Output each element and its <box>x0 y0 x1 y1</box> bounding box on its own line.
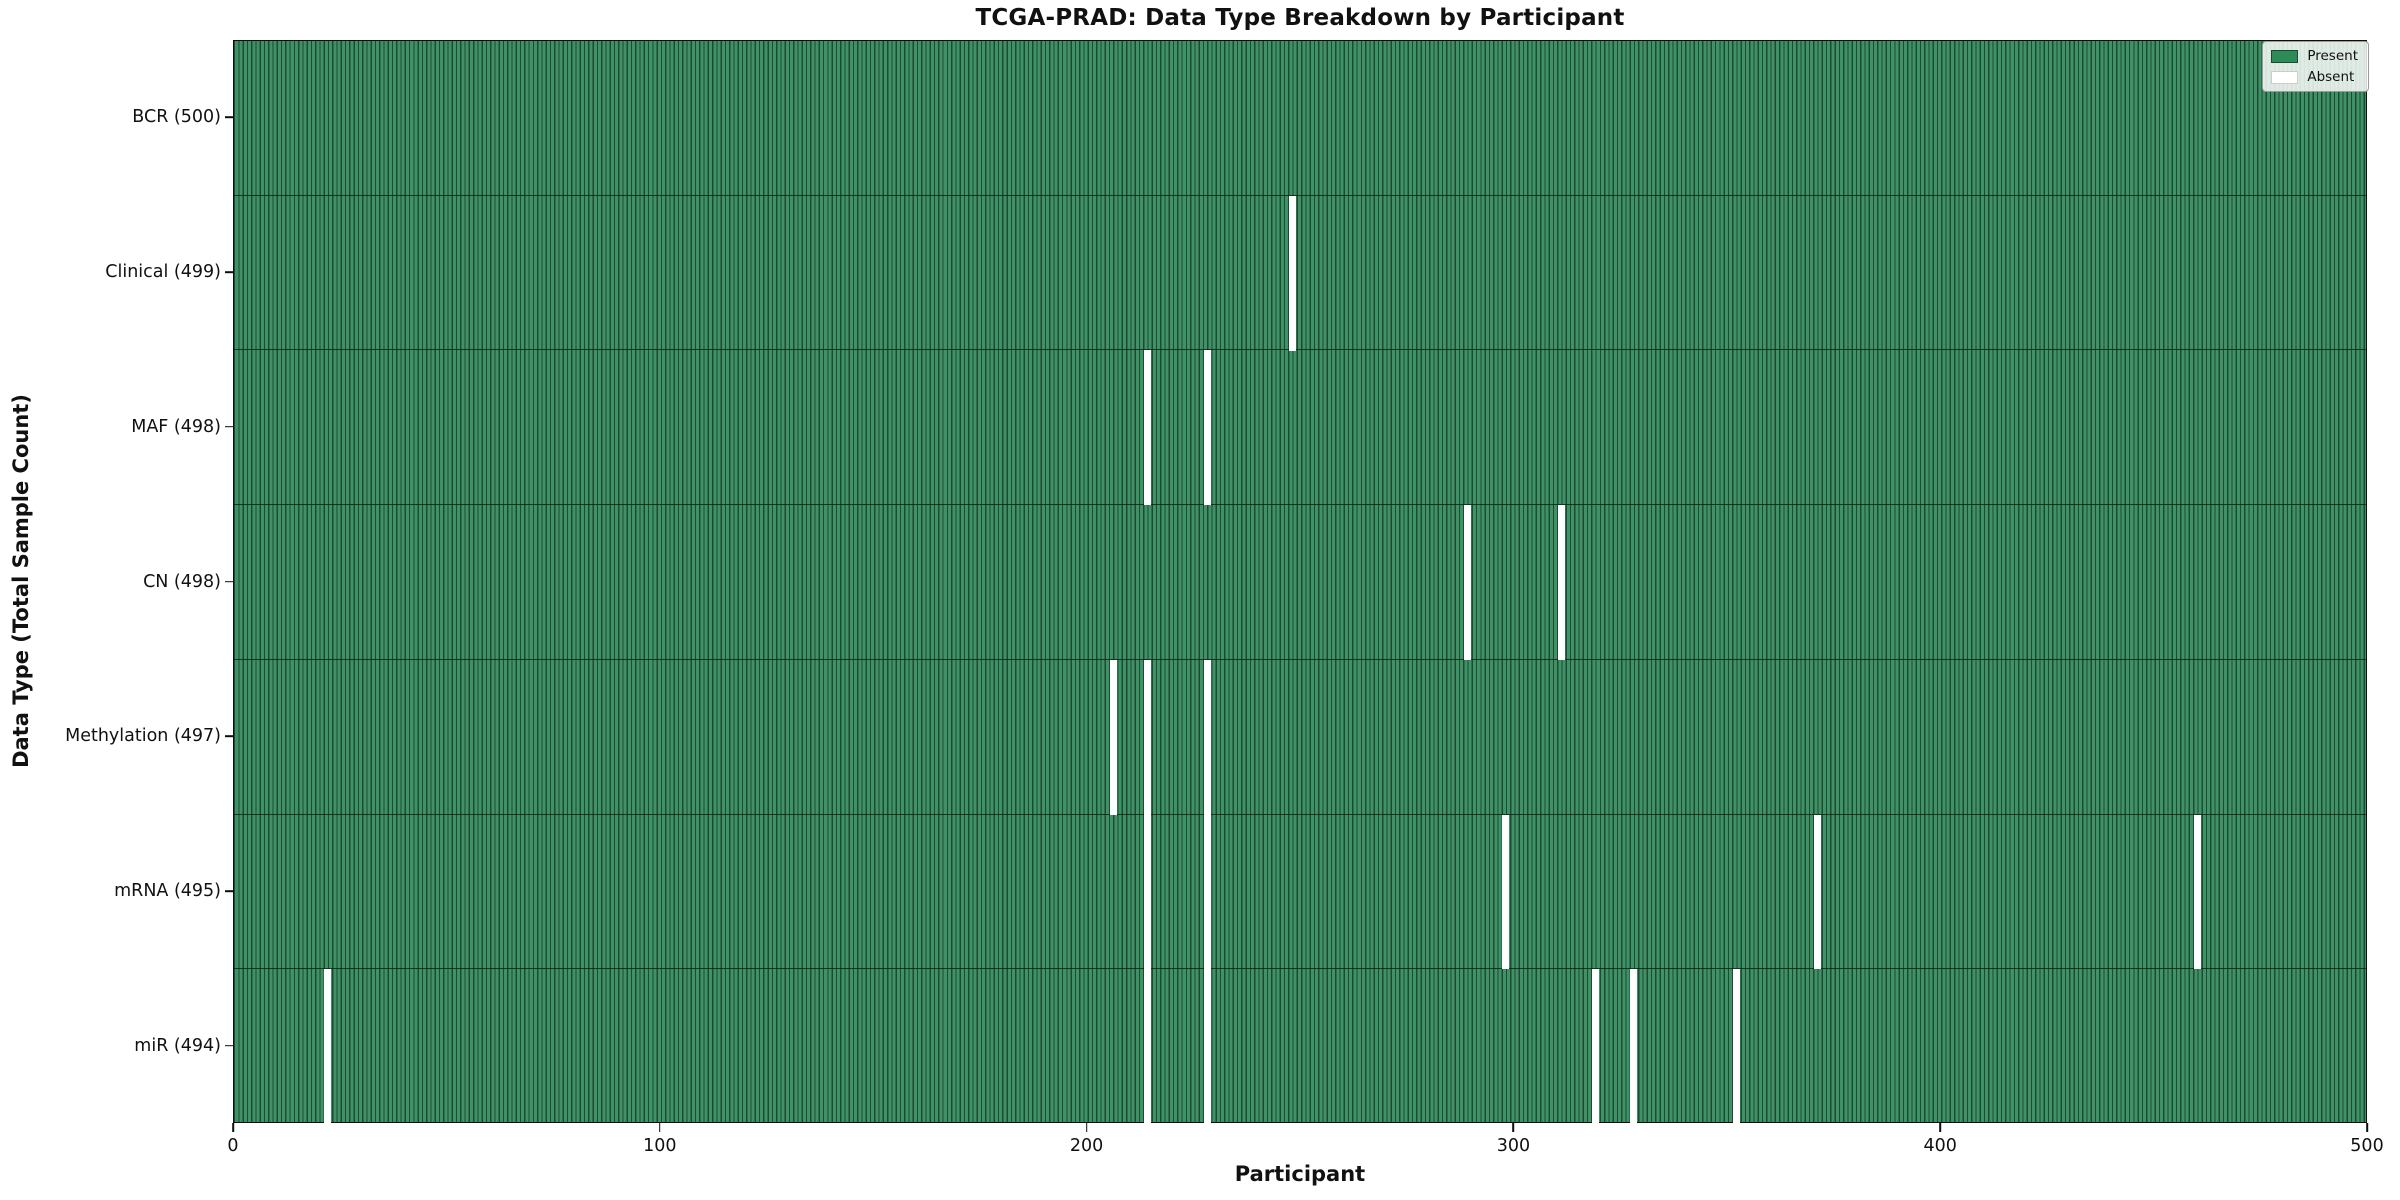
y-tick-label: BCR (500) <box>132 107 221 128</box>
x-tick-label: 300 <box>1496 1136 1531 1156</box>
x-tick-mark <box>659 1123 661 1132</box>
x-tick-mark <box>232 1123 234 1132</box>
chart-title: TCGA-PRAD: Data Type Breakdown by Partic… <box>975 5 1625 31</box>
y-tick-mark <box>225 116 233 119</box>
absent-gap <box>1143 659 1151 815</box>
legend-absent-swatch <box>2271 70 2299 84</box>
absent-gap <box>1203 350 1211 506</box>
x-tick-mark <box>1939 1123 1941 1132</box>
absent-gap <box>1557 505 1565 660</box>
y-tick-label: Methylation (497) <box>65 726 221 747</box>
plot-area <box>233 40 2367 1126</box>
absent-gap <box>1143 814 1151 970</box>
legend-entry-present: Present <box>2271 48 2358 64</box>
absent-gap <box>1288 195 1296 351</box>
absent-gap <box>1203 814 1211 970</box>
legend-absent-label: Absent <box>2307 69 2355 85</box>
y-tick-label: mRNA (495) <box>114 880 221 901</box>
x-tick-label: 500 <box>2350 1136 2384 1156</box>
y-tick-label: CN (498) <box>143 571 221 592</box>
y-tick-mark <box>225 1044 233 1047</box>
data-row <box>234 659 2366 815</box>
y-tick-mark <box>225 425 233 428</box>
y-tick-label: MAF (498) <box>131 416 221 437</box>
x-axis-label: Participant <box>1234 1162 1366 1186</box>
x-tick-mark <box>1512 1123 1515 1132</box>
y-tick-label: Clinical (499) <box>105 262 221 283</box>
legend: Present Absent <box>2262 41 2369 92</box>
data-row <box>234 814 2366 970</box>
absent-gap <box>1203 659 1211 815</box>
absent-gap <box>1143 350 1151 506</box>
x-tick-mark <box>2366 1123 2368 1132</box>
absent-gap <box>1143 969 1151 1126</box>
absent-gap <box>1109 659 1117 815</box>
y-tick-label: miR (494) <box>134 1035 221 1056</box>
absent-gap <box>1813 814 1821 970</box>
legend-entry-absent: Absent <box>2271 69 2358 85</box>
data-row <box>234 41 2366 196</box>
data-row <box>234 350 2366 506</box>
y-tick-mark <box>225 580 233 583</box>
legend-present-label: Present <box>2307 48 2358 64</box>
x-tick-label: 400 <box>1923 1136 1957 1156</box>
data-row <box>234 195 2366 351</box>
legend-present-swatch <box>2271 49 2299 63</box>
absent-gap <box>1630 969 1638 1126</box>
y-tick-mark <box>225 271 233 273</box>
absent-gap <box>2193 814 2201 970</box>
absent-gap <box>1732 969 1740 1126</box>
absent-gap <box>1502 814 1510 970</box>
absent-gap <box>1463 505 1471 660</box>
data-row <box>234 505 2366 660</box>
x-tick-mark <box>1085 1123 1088 1132</box>
data-row <box>234 969 2366 1126</box>
y-tick-mark <box>225 735 233 737</box>
x-tick-label: 200 <box>1069 1136 1104 1156</box>
absent-gap <box>1591 969 1599 1126</box>
absent-gap <box>324 969 332 1126</box>
x-tick-label: 0 <box>227 1136 239 1156</box>
y-tick-mark <box>225 890 233 892</box>
x-tick-label: 100 <box>643 1136 677 1156</box>
absent-gap <box>1203 969 1211 1126</box>
